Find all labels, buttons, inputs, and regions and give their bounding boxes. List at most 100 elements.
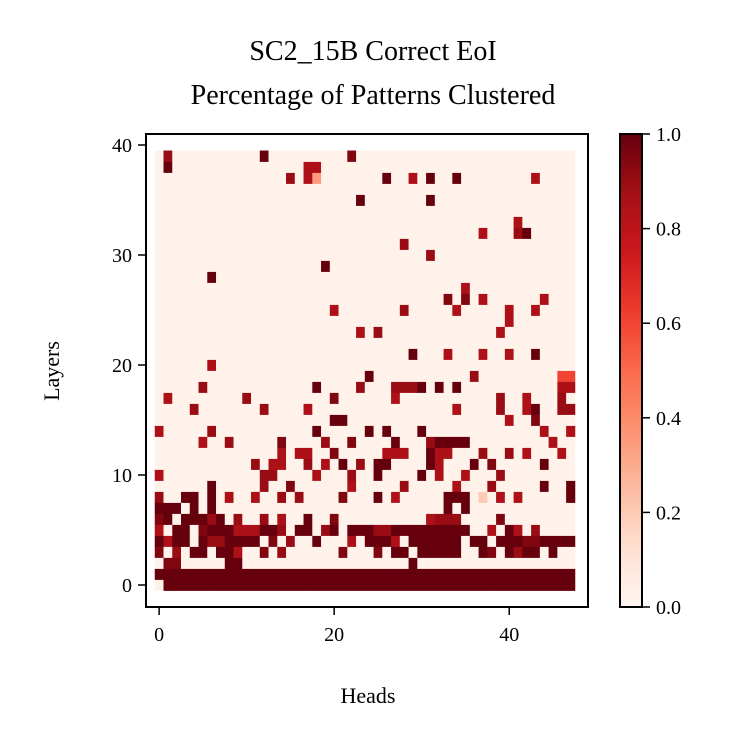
heatmap-cell: [373, 238, 383, 250]
heatmap-cell: [356, 260, 366, 272]
heatmap-cell: [312, 425, 322, 437]
heatmap-cell: [443, 161, 453, 173]
heatmap-cell: [478, 447, 488, 459]
heatmap-cell: [312, 436, 322, 448]
heatmap-cell: [426, 524, 436, 536]
heatmap-cell: [522, 436, 532, 448]
heatmap-cell: [356, 216, 366, 228]
heatmap-cell: [198, 458, 208, 470]
heatmap-cell: [513, 535, 523, 547]
heatmap-cell: [189, 271, 199, 283]
heatmap-cell: [329, 348, 339, 360]
heatmap-cell: [408, 183, 418, 195]
heatmap-cell: [373, 304, 383, 316]
heatmap-cell: [426, 425, 436, 437]
heatmap-cell: [303, 172, 313, 184]
heatmap-cell: [566, 491, 576, 503]
colorbar-tick-label: 0.6: [656, 313, 681, 335]
heatmap-cell: [382, 183, 392, 195]
heatmap-cell: [198, 524, 208, 536]
heatmap-cell: [163, 403, 173, 415]
heatmap-cell: [373, 414, 383, 426]
heatmap-cell: [382, 502, 392, 514]
heatmap-cell: [163, 381, 173, 393]
heatmap-cell: [566, 414, 576, 426]
heatmap-cell: [557, 205, 567, 217]
heatmap-cell: [277, 502, 287, 514]
heatmap-cell: [487, 491, 497, 503]
heatmap-cell: [426, 337, 436, 349]
heatmap-cell: [181, 381, 191, 393]
heatmap-cell: [504, 392, 514, 404]
heatmap-cell: [513, 249, 523, 261]
heatmap-cell: [286, 161, 296, 173]
heatmap-cell: [452, 216, 462, 228]
heatmap-cell: [522, 557, 532, 569]
heatmap-cell: [539, 370, 550, 382]
heatmap-cell: [434, 359, 444, 371]
heatmap-cell: [268, 161, 278, 173]
heatmap-cell: [364, 436, 374, 448]
heatmap-cell: [233, 271, 243, 283]
heatmap-cell: [172, 326, 182, 338]
heatmap-cell: [548, 205, 558, 217]
heatmap-cell: [321, 172, 331, 184]
heatmap-cell: [347, 326, 357, 338]
heatmap-cell: [189, 227, 199, 239]
heatmap-cell: [216, 480, 226, 492]
heatmap-cell: [478, 359, 488, 371]
heatmap-cell: [364, 194, 374, 206]
heatmap-cell: [294, 414, 304, 426]
heatmap-cell: [391, 359, 401, 371]
heatmap-cell: [504, 370, 514, 382]
heatmap-cell: [478, 304, 488, 316]
heatmap-cell: [443, 414, 453, 426]
heatmap-cell: [329, 271, 339, 283]
heatmap-cell: [399, 447, 409, 459]
heatmap-cell: [259, 348, 269, 360]
heatmap-cell: [163, 546, 173, 558]
heatmap-cell: [399, 293, 409, 305]
heatmap-cell: [548, 480, 558, 492]
heatmap-cell: [496, 304, 506, 316]
heatmap-cell: [417, 491, 427, 503]
heatmap-cell: [566, 579, 576, 591]
heatmap-cell: [286, 524, 296, 536]
heatmap-cell: [513, 227, 523, 239]
heatmap-cell: [233, 326, 243, 338]
heatmap-cell: [286, 293, 296, 305]
heatmap-cell: [321, 392, 331, 404]
heatmap-cell: [286, 370, 296, 382]
heatmap-cell: [321, 293, 331, 305]
heatmap-cell: [531, 524, 541, 536]
heatmap-cell: [443, 238, 453, 250]
heatmap-cell: [513, 392, 523, 404]
heatmap-cell: [461, 315, 471, 327]
heatmap-cell: [426, 348, 436, 360]
heatmap-cell: [207, 579, 217, 591]
heatmap-cell: [356, 227, 366, 239]
heatmap-cell: [312, 172, 322, 184]
heatmap-cell: [312, 568, 322, 580]
heatmap-cell: [303, 216, 313, 228]
heatmap-cell: [154, 238, 164, 250]
heatmap-cell: [242, 447, 252, 459]
heatmap-cell: [522, 293, 532, 305]
heatmap-cell: [496, 227, 506, 239]
heatmap-cell: [566, 150, 576, 162]
heatmap-cell: [181, 447, 191, 459]
heatmap-cell: [259, 524, 269, 536]
heatmap-cell: [154, 348, 164, 360]
heatmap-cell: [233, 447, 243, 459]
heatmap-cell: [364, 370, 374, 382]
heatmap-cell: [277, 392, 287, 404]
heatmap-cell: [154, 392, 164, 404]
heatmap-cell: [251, 183, 261, 195]
heatmap-cell: [356, 337, 366, 349]
heatmap-cell: [216, 513, 226, 525]
heatmap-cell: [259, 183, 269, 195]
heatmap-cell: [443, 348, 453, 360]
heatmap-cell: [207, 370, 217, 382]
heatmap-cell: [478, 271, 488, 283]
heatmap-cell: [434, 271, 444, 283]
